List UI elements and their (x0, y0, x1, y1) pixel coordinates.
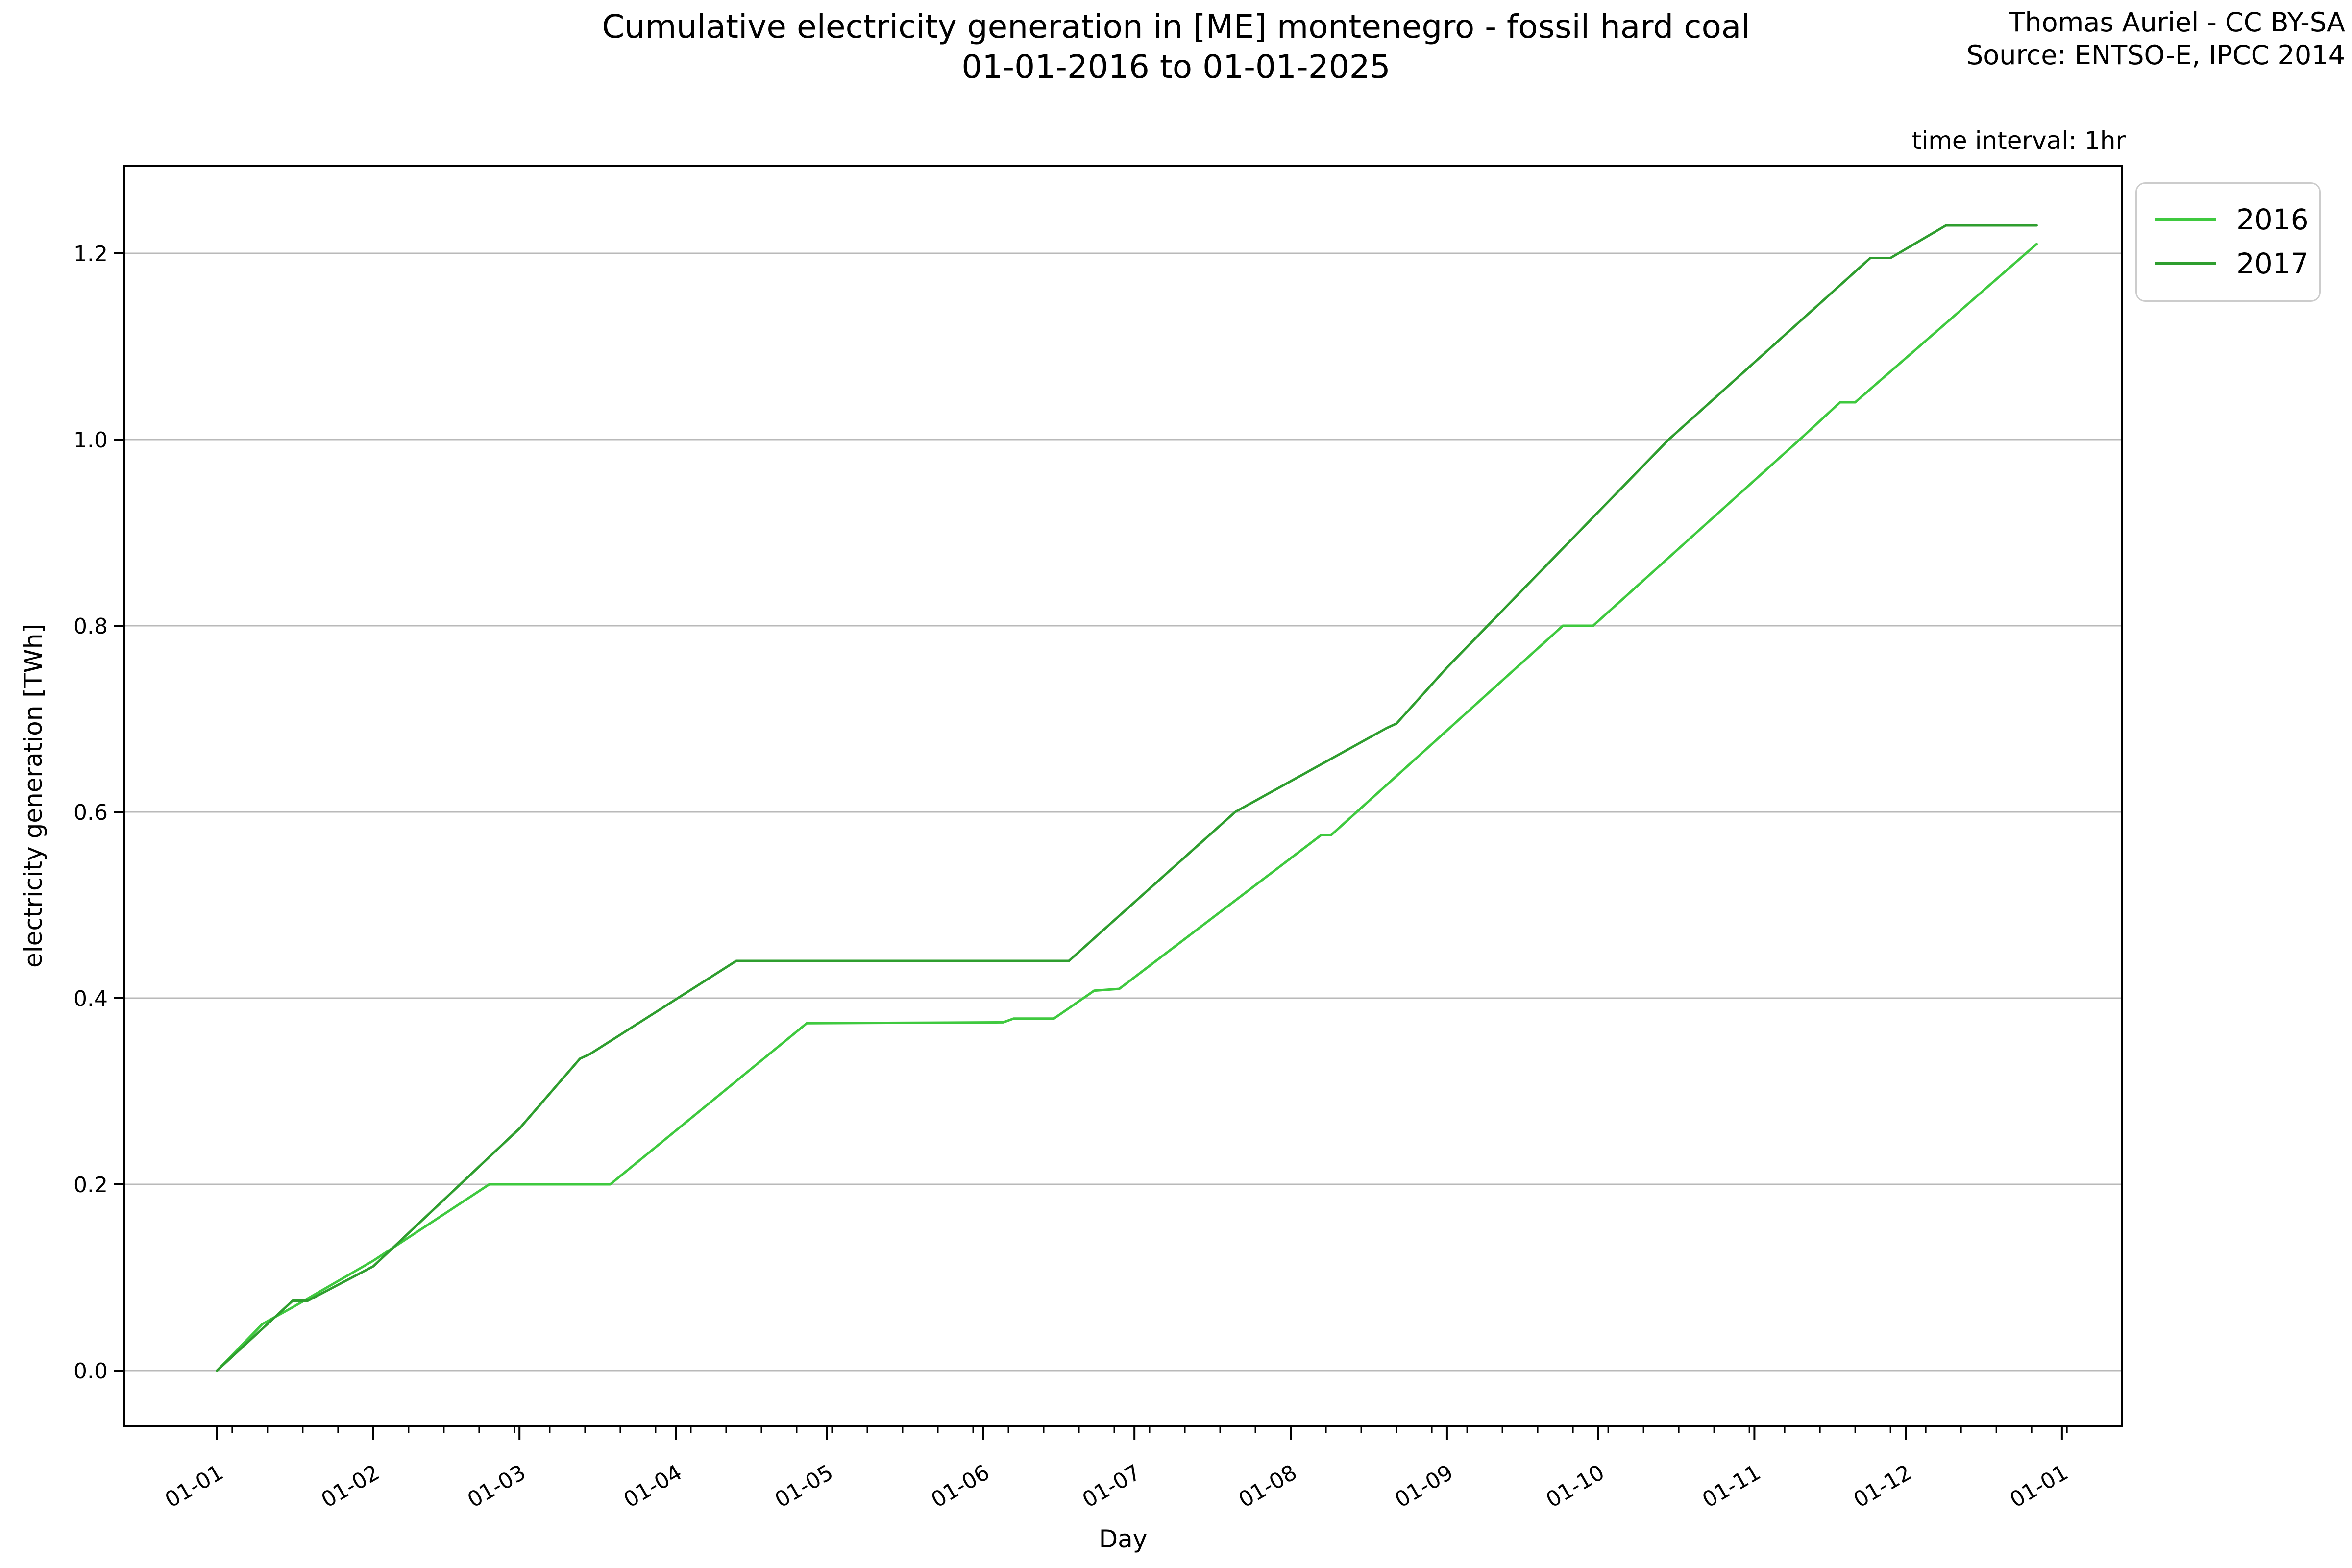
y-tick-label: 0.2 (74, 1173, 108, 1198)
attribution: Thomas Auriel - CC BY-SA Source: ENTSO-E… (1966, 6, 2345, 72)
x-tick-label: 01-11 (1698, 1460, 1765, 1513)
legend: 2016 2017 (2135, 182, 2321, 302)
x-tick-label: 01-12 (1849, 1460, 1916, 1513)
y-axis-title: electricity generation [TWh] (19, 624, 48, 968)
legend-entry-2017: 2017 (2137, 242, 2319, 286)
attribution-author: Thomas Auriel - CC BY-SA (2009, 7, 2345, 38)
legend-label-2016: 2016 (2236, 203, 2309, 236)
x-tick-label: 01-03 (463, 1460, 530, 1513)
x-axis-title: Day (1099, 1525, 1148, 1553)
chart-title-line2: 01-01-2016 to 01-01-2025 (961, 48, 1391, 86)
x-tick-label: 01-08 (1234, 1460, 1301, 1513)
x-axis: 01-01 01-02 01-03 01-04 01-05 01-06 01-07 01-08… (161, 1426, 2072, 1513)
y-tick-label: 1.2 (74, 242, 108, 267)
series-lines (216, 224, 2038, 1372)
legend-label-2017: 2017 (2236, 247, 2309, 280)
y-tick-label: 1.0 (74, 428, 108, 453)
y-tick-label: 0.4 (74, 986, 108, 1011)
y-tick-label: 0.0 (74, 1359, 108, 1384)
legend-swatch-2016 (2155, 218, 2216, 221)
x-tick-label: 01-07 (1078, 1460, 1145, 1513)
gridlines (124, 252, 2122, 1372)
x-tick-label: 01-01 (2006, 1460, 2072, 1513)
axes-frame (123, 165, 2123, 1427)
legend-entry-2016: 2016 (2137, 197, 2319, 242)
x-tick-label: 01-09 (1391, 1460, 1457, 1513)
y-axis: 0.0 0.2 0.4 0.6 0.8 1.0 1.2 (74, 242, 124, 1384)
x-tick-label: 01-06 (927, 1460, 994, 1513)
x-tick-label: 01-04 (619, 1460, 686, 1513)
time-interval-note: time interval: 1hr (1911, 126, 2126, 155)
series-line-2017 (216, 224, 2038, 1372)
legend-swatch-2017 (2155, 262, 2216, 265)
x-tick-label: 01-05 (771, 1460, 837, 1513)
series-line-2016 (216, 243, 2038, 1372)
chart-title-line1: Cumulative electricity generation in [ME… (602, 8, 1750, 46)
x-tick-label: 01-02 (317, 1460, 384, 1513)
y-tick-label: 0.8 (74, 614, 108, 639)
x-tick-label: 01-01 (161, 1460, 227, 1513)
attribution-source: Source: ENTSO-E, IPCC 2014 (1966, 40, 2345, 71)
plot-border (123, 165, 2123, 1427)
x-tick-label: 01-10 (1542, 1460, 1609, 1513)
chart-title: Cumulative electricity generation in [ME… (0, 7, 2352, 87)
y-tick-label: 0.6 (74, 800, 108, 825)
